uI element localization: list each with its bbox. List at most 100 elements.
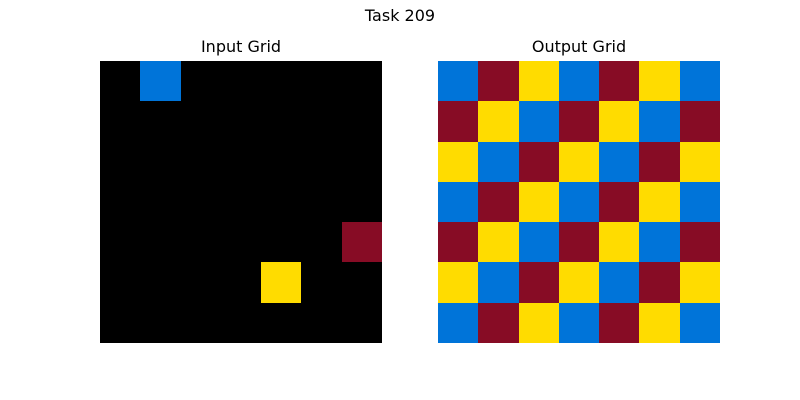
output-grid-cell [438,302,479,343]
input-grid-cell [180,141,221,182]
input-grid-cell [140,262,181,303]
output-grid-cell [438,222,479,263]
output-grid-cell [518,181,559,223]
output-grid-cell [478,222,519,263]
figure-title: Task 209 [364,6,436,25]
input-grid-cell [180,181,221,223]
output-grid-cell [518,222,559,263]
input-grid-cell [180,101,221,142]
input-grid-cell [100,61,141,102]
output-grid-cell [599,141,640,182]
output-grid-cell [438,61,479,102]
input-grid-cell [261,222,302,263]
input-grid-cell [220,262,262,303]
input-grid-cell [140,302,181,343]
input-grid-cell [301,262,342,303]
input-grid [100,61,382,343]
output-grid-cell [478,61,519,102]
output-grid-cell [518,61,559,102]
output-grid-cell [558,181,600,223]
output-grid-cell [639,141,680,182]
output-grid-cell [679,141,720,182]
input-grid-cell [301,141,342,182]
input-grid-cell [301,302,342,343]
input-grid-cell [140,181,181,223]
input-grid-cell [100,262,141,303]
output-grid-cell [518,101,559,142]
input-grid-cell [220,101,262,142]
output-grid-cell [679,262,720,303]
input-grid-cell [100,101,141,142]
input-grid-cell [180,61,221,102]
output-grid-title: Output Grid [531,37,627,56]
input-grid-cell [341,222,382,263]
input-grid-cell [341,262,382,303]
input-grid-cell [220,302,262,343]
output-grid-cell [679,181,720,223]
input-grid-cell [341,302,382,343]
output-grid-cell [599,101,640,142]
output-grid-cell [679,61,720,102]
output-grid-cell [599,302,640,343]
input-grid-cell [261,61,302,102]
input-grid-cell [301,181,342,223]
input-grid-cell [180,222,221,263]
output-grid-cell [478,141,519,182]
output-grid-cell [639,181,680,223]
output-grid-cell [518,262,559,303]
output-grid-cell [679,222,720,263]
output-grid-cell [679,101,720,142]
output-grid-cell [438,262,479,303]
input-grid-title: Input Grid [200,37,282,56]
input-grid-cell [301,61,342,102]
output-grid-cell [478,181,519,223]
input-grid-cell [341,181,382,223]
input-grid-cell [100,302,141,343]
input-grid-cell [261,302,302,343]
output-grid-cell [599,262,640,303]
output-grid-cell [438,101,479,142]
output-grid-cell [518,302,559,343]
input-grid-cell [180,302,221,343]
output-grid-cell [679,302,720,343]
input-grid-cell [261,262,302,303]
output-grid-cell [438,141,479,182]
output-grid-cell [438,181,479,223]
output-grid-cell [558,262,600,303]
input-grid-cell [341,101,382,142]
output-grid-cell [558,141,600,182]
input-grid-cell [341,61,382,102]
output-grid-cell [599,222,640,263]
output-grid-cell [558,61,600,102]
output-grid-cell [478,101,519,142]
output-grid-cell [478,302,519,343]
input-grid-cell [301,101,342,142]
input-grid-cell [140,101,181,142]
input-grid-cell [220,141,262,182]
output-grid-cell [478,262,519,303]
output-grid-cell [558,302,600,343]
input-grid-cell [100,222,141,263]
output-grid-cell [639,262,680,303]
input-grid-cell [140,222,181,263]
output-grid-cell [639,302,680,343]
output-grid [438,61,720,343]
output-grid-cell [599,181,640,223]
input-grid-cell [261,181,302,223]
input-grid-cell [100,181,141,223]
output-grid-cell [639,222,680,263]
input-grid-cell [261,141,302,182]
input-grid-cell [261,101,302,142]
input-grid-cell [220,222,262,263]
output-grid-cell [639,61,680,102]
input-grid-cell [220,181,262,223]
input-grid-cell [140,141,181,182]
output-grid-cell [518,141,559,182]
output-grid-cell [599,61,640,102]
input-grid-cell [220,61,262,102]
input-grid-cell [180,262,221,303]
output-grid-cell [558,222,600,263]
input-grid-cell [301,222,342,263]
input-grid-cell [341,141,382,182]
output-grid-cell [558,101,600,142]
